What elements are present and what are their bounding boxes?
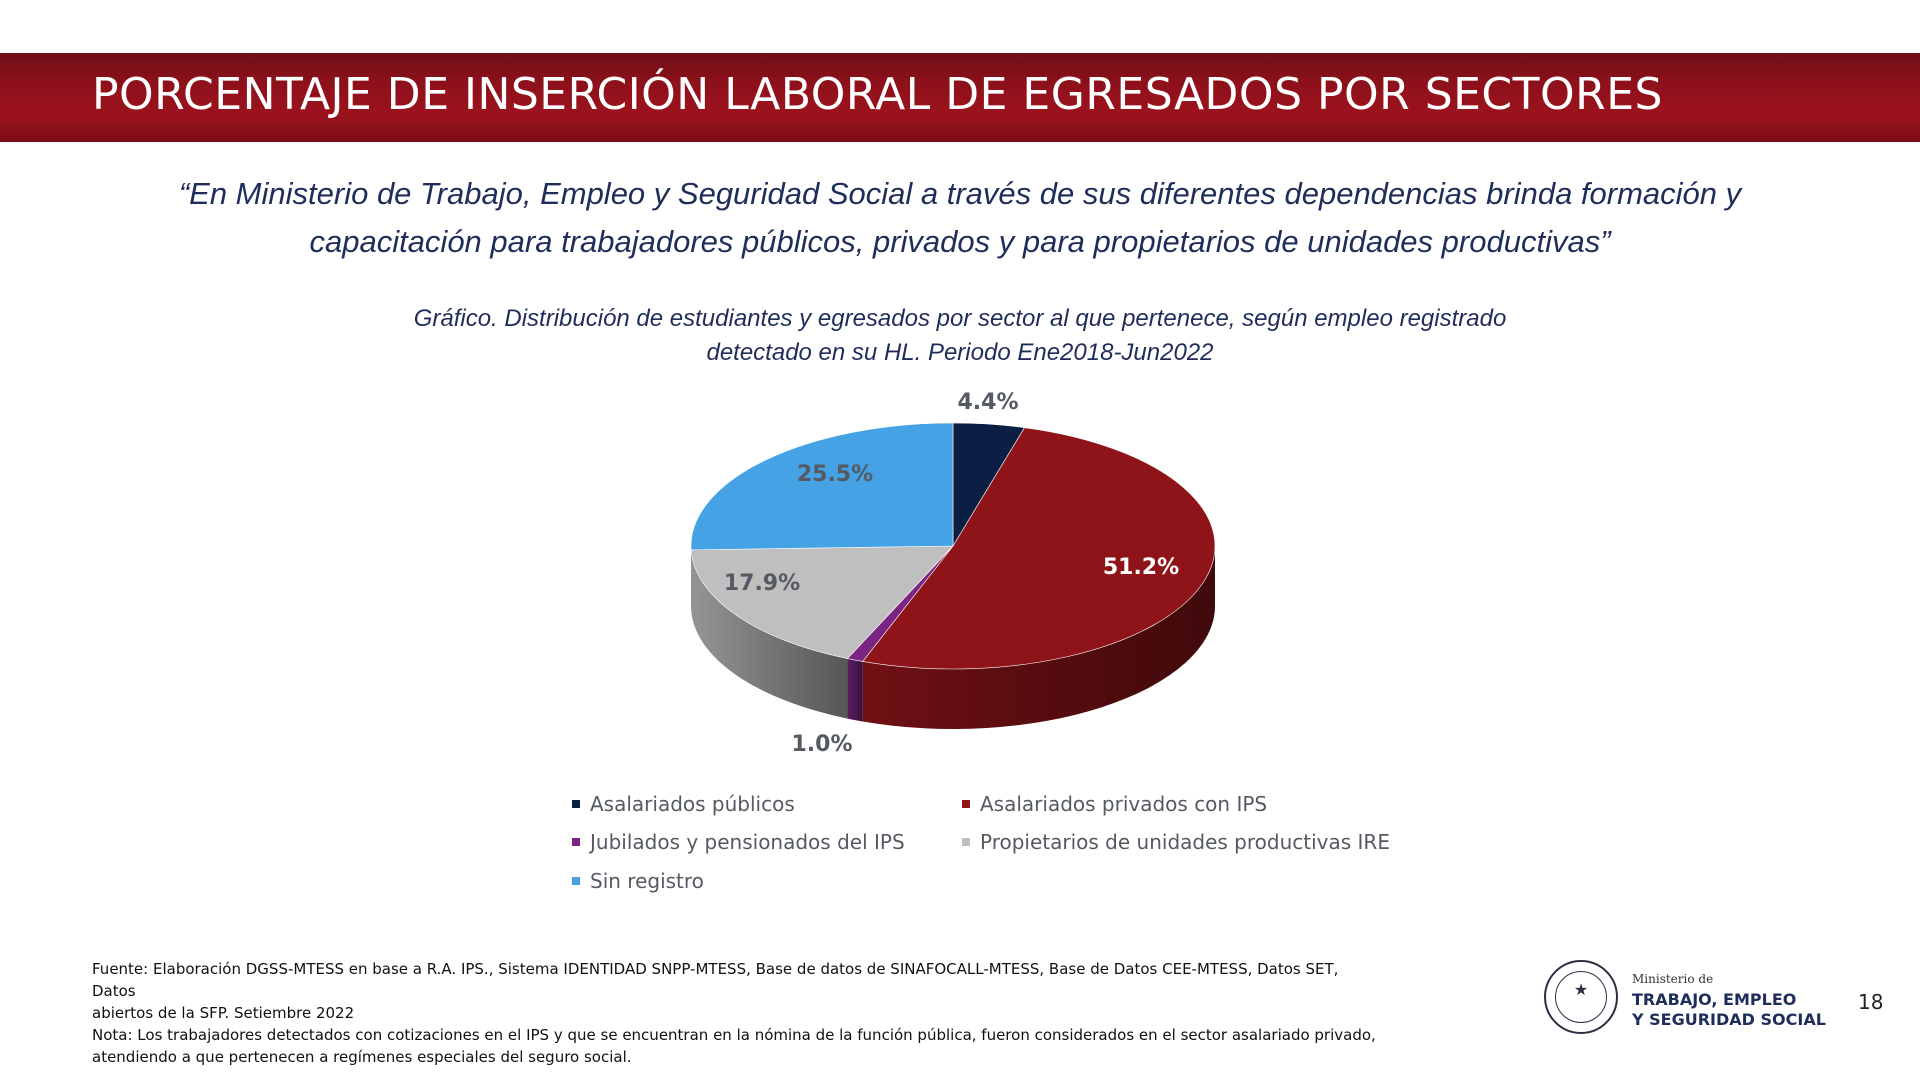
legend-label: Asalariados privados con IPS <box>980 792 1268 816</box>
pie-slice-side <box>847 658 863 722</box>
note-line1: Nota: Los trabajadores detectados con co… <box>92 1026 1376 1044</box>
data-label: 1.0% <box>791 732 852 757</box>
legend-item-asalariados-privados: Asalariados privados con IPS <box>962 792 1267 816</box>
legend-label: Asalariados públicos <box>590 792 795 816</box>
legend-swatch <box>572 799 580 808</box>
legend-label: Jubilados y pensionados del IPS <box>590 830 905 854</box>
data-label: 4.4% <box>957 390 1018 415</box>
pie-slice <box>862 427 1216 670</box>
source-line2: abiertos de la SFP. Setiembre 2022 <box>92 1004 355 1022</box>
legend-swatch <box>572 837 580 846</box>
chart-title-line1: Gráfico. Distribución de estudiantes y e… <box>413 305 1507 332</box>
source-line1: Fuente: Elaboración DGSS-MTESS en base a… <box>92 960 1339 1000</box>
logo-line2: Y SEGURIDAD SOCIAL <box>1632 1010 1826 1029</box>
data-label: 17.9% <box>724 571 800 596</box>
quote-text: “En Ministerio de Trabajo, Empleo y Segu… <box>178 176 1742 259</box>
pie-slice <box>690 422 954 551</box>
legend-item-sin-registro: Sin registro <box>572 869 704 893</box>
logo-ministry-label: Ministerio de <box>1632 972 1714 986</box>
legend-swatch <box>962 799 970 808</box>
pie-slice-side <box>691 549 848 719</box>
data-label: 25.5% <box>797 462 873 487</box>
data-label: 51.2% <box>1103 555 1179 580</box>
pie-slice-side <box>862 546 1215 729</box>
note-line2: atendiendo a que pertenecen a regímenes … <box>92 1048 632 1066</box>
legend-swatch <box>962 837 970 846</box>
title-banner: PORCENTAJE DE INSERCIÓN LABORAL DE EGRES… <box>0 53 1920 142</box>
legend-item-asalariados-publicos: Asalariados públicos <box>572 792 795 816</box>
logo-line1: TRABAJO, EMPLEO <box>1632 990 1797 1009</box>
chart-title-line2: detectado en su HL. Periodo Ene2018-Jun2… <box>706 339 1214 366</box>
legend-item-jubilados: Jubilados y pensionados del IPS <box>572 830 905 854</box>
ministry-logo: ★ Ministerio de TRABAJO, EMPLEO Y SEGURI… <box>1544 960 1844 1040</box>
legend-label: Propietarios de unidades productivas IRE <box>980 830 1390 854</box>
national-seal-icon: ★ <box>1544 960 1618 1034</box>
page-title: PORCENTAJE DE INSERCIÓN LABORAL DE EGRES… <box>92 69 1663 120</box>
page-number: 18 <box>1858 990 1884 1014</box>
legend-item-propietarios: Propietarios de unidades productivas IRE <box>962 830 1390 854</box>
legend-swatch <box>572 876 580 885</box>
legend-label: Sin registro <box>590 869 704 893</box>
footnote: Fuente: Elaboración DGSS-MTESS en base a… <box>92 958 1382 1068</box>
pie-slice <box>690 545 954 659</box>
chart-title: Gráfico. Distribución de estudiantes y e… <box>330 302 1590 370</box>
